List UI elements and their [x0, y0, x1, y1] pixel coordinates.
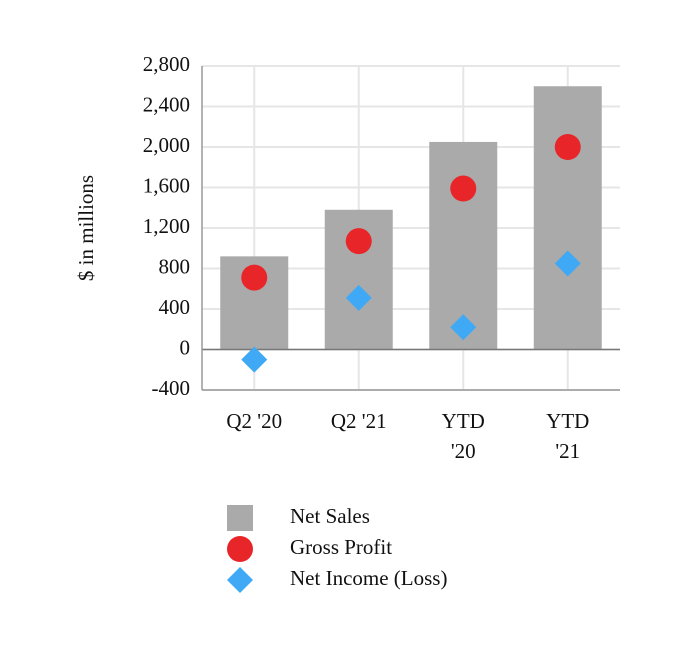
circle-point: [345, 228, 372, 255]
y-tick-label: 2,400: [143, 92, 190, 116]
x-tick-label: YTD '20: [441, 409, 485, 463]
y-tick-label: 1,600: [143, 173, 190, 197]
legend-swatch: [227, 536, 253, 562]
x-tick-label: Q2 '20: [226, 409, 283, 433]
diamond-point: [241, 346, 268, 373]
bar: [533, 86, 602, 350]
legend-label: Net Sales: [290, 504, 370, 528]
diamond-point: [345, 284, 372, 311]
legend-label: Net Income (Loss): [290, 566, 447, 590]
legend-label: Gross Profit: [290, 535, 392, 559]
x-tick-label: Q2 '21: [330, 409, 387, 433]
legend-swatch: [227, 505, 253, 531]
circle-point: [450, 175, 477, 202]
circle-point: [241, 264, 268, 291]
x-tick-label: YTD '21: [546, 409, 590, 463]
y-tick-label: 400: [159, 295, 191, 319]
y-tick-label: -400: [152, 376, 191, 400]
diamond-point: [554, 250, 581, 277]
y-tick-label: 2,000: [143, 133, 190, 157]
y-tick-label: 800: [159, 254, 191, 278]
circle-point: [554, 134, 581, 160]
y-tick-label: 2,800: [143, 52, 190, 76]
y-tick-label: 1,200: [143, 214, 190, 238]
y-axis-label: $ in millions: [74, 175, 98, 281]
diamond-point: [450, 314, 477, 341]
legend-swatch: [227, 567, 253, 593]
y-tick-label: 0: [180, 335, 191, 359]
